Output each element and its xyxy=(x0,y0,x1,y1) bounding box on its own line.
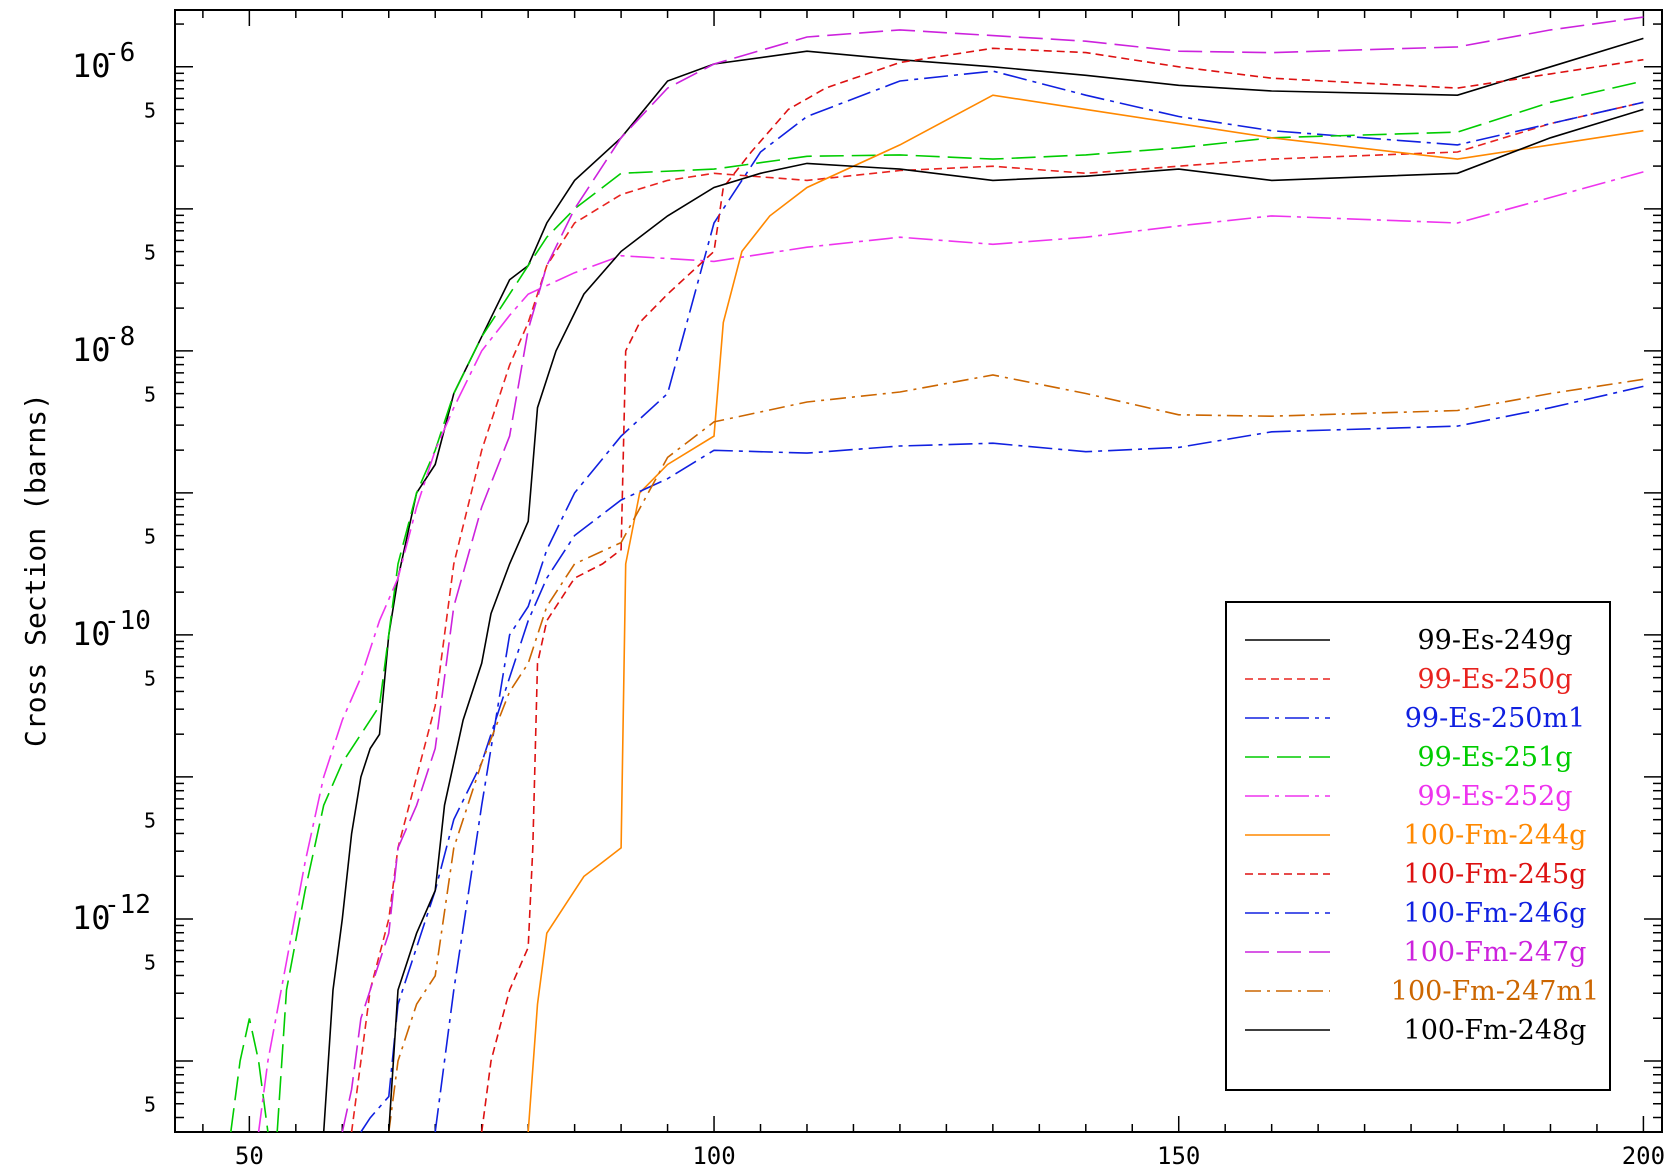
y-decade-label: 10 xyxy=(72,899,111,937)
y-minor-label: 5 xyxy=(144,951,156,975)
y-minor-label: 5 xyxy=(144,667,156,691)
series-line-100-Fm-245g xyxy=(480,47,1644,1133)
series-line-99-Es-251g xyxy=(230,1018,269,1133)
y-decade-label: 10 xyxy=(72,331,111,369)
plot-frame xyxy=(174,9,1663,1133)
series-line-99-Es-250g xyxy=(350,101,1644,1133)
legend-label: 99-Es-250m1 xyxy=(1405,703,1585,734)
x-tick-label: 150 xyxy=(1157,1142,1200,1170)
axis-ticks xyxy=(175,10,1662,1132)
legend-box xyxy=(1225,601,1611,1091)
y-minor-label: 5 xyxy=(144,240,156,264)
y-minor-label: 5 xyxy=(144,98,156,122)
legend-label: 100-Fm-248g xyxy=(1404,1015,1587,1046)
y-decade-exponent: -12 xyxy=(104,890,151,920)
legend-label: 100-Fm-247m1 xyxy=(1391,976,1599,1007)
y-minor-label: 5 xyxy=(144,809,156,833)
y-decade-exponent: -10 xyxy=(104,606,151,636)
series-line-99-Es-251g xyxy=(276,80,1644,1133)
legend-label: 100-Fm-245g xyxy=(1404,859,1587,890)
y-axis-title: Cross Section (barns) xyxy=(19,393,52,747)
legend-label: 99-Es-252g xyxy=(1418,781,1573,812)
y-minor-label: 5 xyxy=(144,382,156,406)
series-line-99-Es-252g xyxy=(257,171,1644,1133)
legend-label: 100-Fm-246g xyxy=(1404,898,1587,929)
legend-label: 99-Es-251g xyxy=(1418,742,1573,773)
series-line-100-Fm-246g xyxy=(360,385,1644,1133)
y-decade-label: 10 xyxy=(72,47,111,85)
series-line-100-Fm-248g xyxy=(388,108,1644,1133)
legend-label: 99-Es-249g xyxy=(1418,625,1573,656)
legend: 99-Es-249g 99-Es-250g 99-Es-250m1 99-Es-251… xyxy=(1225,601,1611,1091)
series-layer xyxy=(230,16,1644,1133)
x-tick-labels: 50 100 150 200 xyxy=(235,1142,1665,1170)
series-line-99-Es-250m1 xyxy=(434,70,1644,1133)
series-line-100-Fm-247g xyxy=(341,16,1644,1133)
y-decade-exponent: -8 xyxy=(104,322,135,352)
x-tick-label: 100 xyxy=(692,1142,735,1170)
y-decade-label: 10 xyxy=(72,615,111,653)
y-minor-label: 5 xyxy=(144,1093,156,1117)
legend-label: 100-Fm-247g xyxy=(1404,937,1587,968)
x-tick-label: 50 xyxy=(235,1142,264,1170)
y-minor-label: 5 xyxy=(144,524,156,548)
legend-label: 99-Es-250g xyxy=(1418,664,1573,695)
x-tick-label: 200 xyxy=(1622,1142,1665,1170)
series-line-100-Fm-244g xyxy=(527,94,1644,1133)
series-line-100-Fm-247m1 xyxy=(388,374,1644,1133)
y-decade-exponent: -6 xyxy=(104,38,135,68)
legend-label: 100-Fm-244g xyxy=(1404,820,1587,851)
